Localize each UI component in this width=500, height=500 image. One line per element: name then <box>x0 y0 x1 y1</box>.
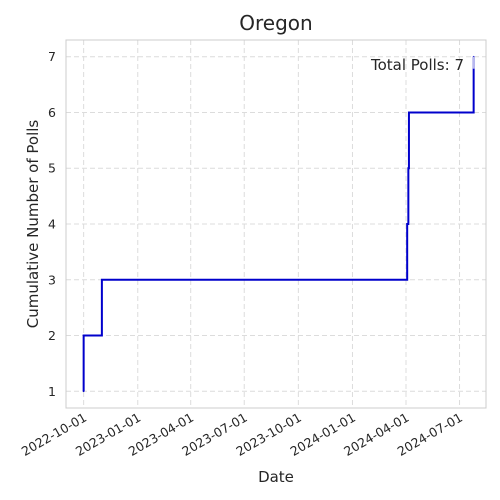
gridlines <box>66 40 486 408</box>
y-tick-label-4: 5 <box>48 161 56 176</box>
data-point-3 <box>406 223 408 225</box>
y-tick-label-2: 3 <box>48 272 56 287</box>
y-tick-labels: 1 2 3 4 5 6 7 <box>48 49 56 399</box>
data-point-4 <box>407 167 410 170</box>
y-axis-label: Cumulative Number of Polls <box>24 120 42 329</box>
plot-frame <box>65 39 487 409</box>
data-point-1 <box>82 334 85 337</box>
data-point-5 <box>408 111 410 114</box>
data-point-0 <box>82 390 85 393</box>
series-layer <box>82 55 475 393</box>
y-tick-label-1: 2 <box>48 328 56 343</box>
chart-title: Oregon <box>239 11 312 35</box>
data-point-2 <box>101 278 103 281</box>
y-tick-label-0: 1 <box>48 384 56 399</box>
total-polls-annotation: Total Polls: 7 <box>370 56 464 74</box>
y-tick-label-6: 7 <box>48 49 56 64</box>
x-tick-labels: 2022-10-012023-01-012023-04-012023-07-01… <box>19 410 465 459</box>
y-tick-label-5: 6 <box>48 105 56 120</box>
x-axis-label: Date <box>258 468 294 486</box>
y-tick-label-3: 4 <box>48 217 56 232</box>
